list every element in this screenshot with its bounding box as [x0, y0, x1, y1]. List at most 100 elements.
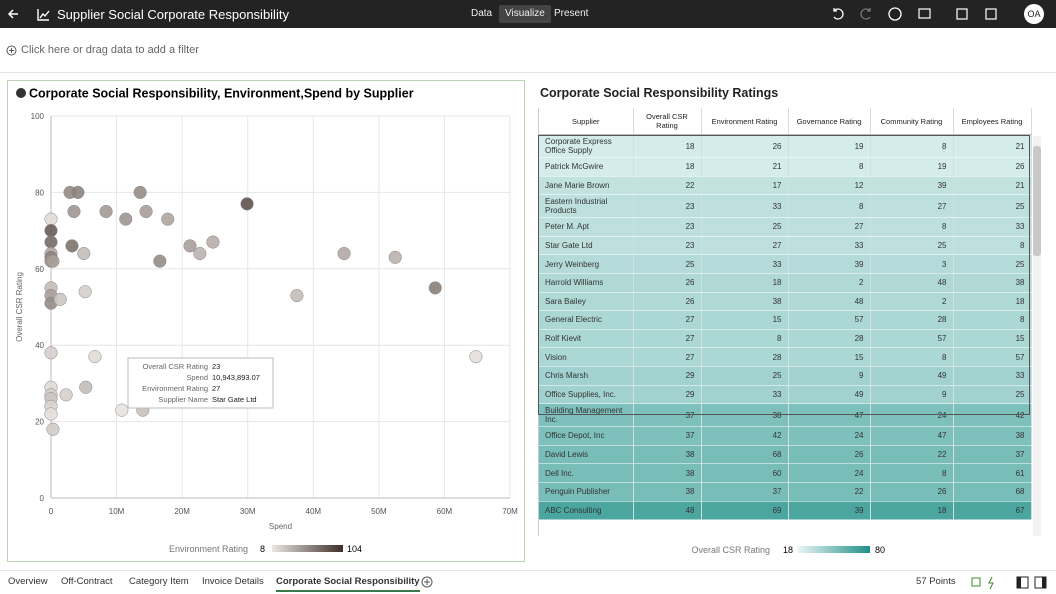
- table-row[interactable]: Penguin Publisher 38 37 22 26 68: [539, 482, 1032, 502]
- table-row[interactable]: Jerry Weinberg 25 33 39 3 25: [539, 254, 1032, 274]
- header-bar: Supplier Social Corporate Responsibility…: [0, 0, 1056, 28]
- point[interactable]: [65, 239, 79, 253]
- point[interactable]: [46, 254, 60, 268]
- column-header[interactable]: Overall CSR Rating: [633, 108, 702, 135]
- rating-cell: 57: [953, 347, 1032, 367]
- rating-cell: 26: [953, 157, 1032, 177]
- point[interactable]: [183, 239, 197, 253]
- table-row[interactable]: ABC Consulting 48 69 39 18 67: [539, 501, 1032, 521]
- mode-tab[interactable]: Data: [471, 8, 493, 19]
- column-header[interactable]: Environment Rating: [701, 108, 789, 135]
- point[interactable]: [193, 246, 207, 261]
- table-row[interactable]: Eastern Industrial Products 23 33 8 27 25: [539, 194, 1032, 219]
- table-row[interactable]: General Electric 27 15 57 28 8: [539, 310, 1032, 330]
- point[interactable]: [428, 281, 442, 295]
- point[interactable]: [44, 212, 58, 226]
- rating-cell: 22: [633, 176, 702, 196]
- avatar[interactable]: OA: [1024, 4, 1044, 24]
- rating-cell: 47: [870, 426, 954, 446]
- supplier-cell: Dell Inc.: [539, 463, 634, 483]
- point[interactable]: [115, 403, 129, 417]
- scrollbar[interactable]: [1033, 136, 1041, 536]
- table-row[interactable]: Rolf Kievit 27 8 28 57 15: [539, 329, 1032, 349]
- back-icon[interactable]: [6, 7, 20, 21]
- point[interactable]: [161, 212, 175, 226]
- x-tick-label: 60M: [437, 507, 453, 516]
- tooltip-label: Supplier Name: [158, 395, 208, 404]
- table-row[interactable]: Vision 27 28 15 8 57: [539, 347, 1032, 367]
- legend-max: 104: [347, 544, 362, 554]
- column-header[interactable]: Governance Rating: [788, 108, 871, 135]
- mode-tab[interactable]: Visualize: [499, 5, 551, 23]
- rating-cell: 27: [870, 194, 954, 219]
- table-row[interactable]: Corporate Express Office Supply 18 26 19 8 21: [539, 134, 1032, 158]
- point[interactable]: [290, 288, 304, 303]
- point[interactable]: [78, 285, 92, 299]
- point[interactable]: [44, 224, 58, 238]
- point[interactable]: [77, 246, 91, 261]
- point[interactable]: [44, 407, 58, 421]
- supplier-cell: Rolf Kievit: [539, 329, 634, 349]
- point[interactable]: [53, 292, 67, 306]
- point[interactable]: [240, 197, 254, 211]
- point[interactable]: [139, 204, 153, 219]
- point[interactable]: [469, 350, 483, 364]
- table-row[interactable]: Harrold Williams 26 18 2 48 38: [539, 273, 1032, 293]
- status-icons[interactable]: [970, 576, 1050, 590]
- table-row[interactable]: Office Depot, Inc 37 42 24 47 38: [539, 426, 1032, 446]
- scatter-chart: Corporate Social Responsibility, Environ…: [15, 87, 518, 555]
- table-row[interactable]: David Lewis 38 68 26 22 37: [539, 445, 1032, 465]
- tooltip-value: 27: [212, 384, 220, 393]
- point[interactable]: [71, 185, 85, 199]
- supplier-cell: Jerry Weinberg: [539, 254, 634, 274]
- rating-cell: 48: [788, 292, 871, 312]
- point[interactable]: [206, 235, 220, 249]
- point[interactable]: [337, 246, 351, 261]
- point[interactable]: [99, 204, 113, 219]
- table-row[interactable]: Patrick McGwire 18 21 8 19 26: [539, 157, 1032, 177]
- point[interactable]: [119, 212, 133, 226]
- table-row[interactable]: Star Gate Ltd 23 27 33 25 8: [539, 236, 1032, 256]
- point[interactable]: [388, 250, 402, 264]
- rating-cell: 8: [870, 217, 954, 237]
- point[interactable]: [133, 185, 147, 199]
- supplier-cell: Office Depot, Inc: [539, 426, 634, 446]
- sheet-tab[interactable]: Overview: [8, 576, 48, 587]
- sheet-tab[interactable]: Category Item: [129, 576, 189, 587]
- point[interactable]: [44, 235, 58, 249]
- table-row[interactable]: Office Supplies, Inc. 29 33 49 9 25: [539, 385, 1032, 405]
- point[interactable]: [46, 422, 60, 436]
- table-row[interactable]: Sara Bailey 26 38 48 2 18: [539, 292, 1032, 312]
- point[interactable]: [153, 254, 167, 268]
- point[interactable]: [88, 350, 102, 364]
- point[interactable]: [67, 204, 81, 219]
- rating-cell: 33: [953, 217, 1032, 237]
- table-row[interactable]: Building Management Inc. 37 38 47 24 42: [539, 403, 1032, 428]
- sheet-tab[interactable]: Corporate Social Responsibility: [276, 576, 420, 592]
- rating-cell: 38: [633, 463, 702, 483]
- table-viewport: Supplier Overall CSR Rating Environment Ra…: [538, 108, 1033, 536]
- rating-cell: 28: [788, 329, 871, 349]
- column-header[interactable]: Community Rating: [870, 108, 954, 135]
- table-row[interactable]: Chris Marsh 29 25 9 49 33: [539, 366, 1032, 386]
- canvas-menu[interactable]: [1010, 36, 1046, 52]
- point[interactable]: [44, 346, 58, 360]
- rating-cell: 61: [953, 463, 1032, 483]
- mode-tab[interactable]: Present: [554, 8, 589, 19]
- add-tab[interactable]: [421, 576, 433, 588]
- table-row[interactable]: Jane Marie Brown 22 17 12 39 21: [539, 176, 1032, 196]
- point[interactable]: [79, 380, 93, 394]
- filter-prompt[interactable]: Click here or drag data to add a filter: [21, 44, 199, 56]
- table-row[interactable]: Dell Inc. 38 60 24 8 61: [539, 463, 1032, 483]
- rating-cell: 39: [870, 176, 954, 196]
- sheet-tab[interactable]: Invoice Details: [202, 576, 264, 587]
- column-header[interactable]: Employees Rating: [953, 108, 1032, 135]
- rating-cell: 37: [633, 403, 702, 428]
- add-filter-icon[interactable]: [6, 45, 17, 56]
- point[interactable]: [59, 388, 73, 402]
- sheet-tab[interactable]: Off-Contract: [61, 576, 113, 587]
- column-header[interactable]: Supplier: [539, 108, 634, 135]
- table-row[interactable]: Peter M. Apt 23 25 27 8 33: [539, 217, 1032, 237]
- toolbar-icons[interactable]: [830, 6, 1020, 22]
